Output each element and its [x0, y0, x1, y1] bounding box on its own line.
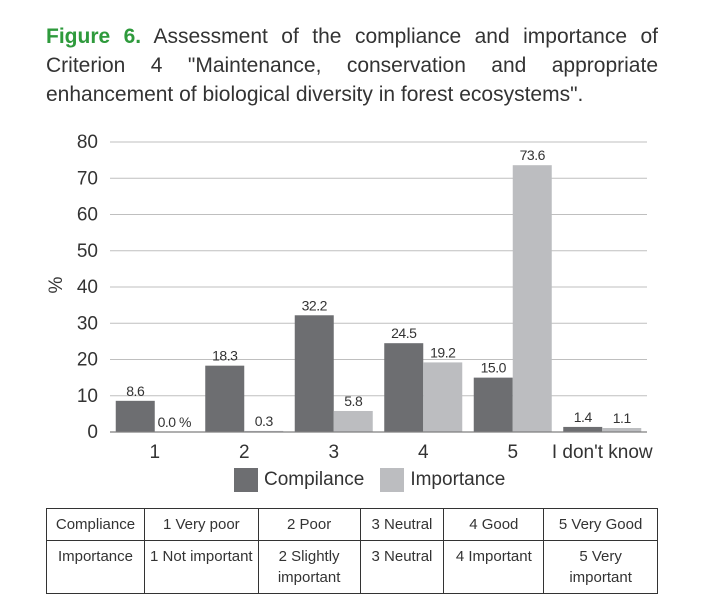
data-label: 0.0 %	[158, 414, 191, 430]
table-cell: Compliance	[46, 508, 145, 541]
figure-label: Figure 6.	[46, 25, 142, 48]
table-cell: 3 Neutral	[359, 540, 445, 594]
data-label: 1.4	[574, 409, 593, 425]
bar-compliance	[205, 365, 245, 432]
y-axis-label: %	[46, 276, 67, 293]
data-label: 0.3	[255, 413, 274, 429]
legend-item-importance: Importance	[380, 468, 505, 492]
data-label: 15.0	[481, 360, 507, 376]
table-cell: 5 Very Good	[543, 508, 658, 541]
bar-importance	[423, 362, 463, 432]
rating-scale-table: Compliance 1 Very poor 2 Poor 3 Neutral …	[46, 508, 658, 594]
y-tick-label: 80	[77, 132, 98, 153]
bar-chart: 0 10 20 30 40 50 60 70 80% 8.6 0.0 % 1 18.3 0.3 2 32.2 5…	[46, 132, 653, 463]
x-tick-label: 3	[328, 442, 339, 463]
y-tick-label: 60	[77, 205, 98, 226]
legend-item-compliance: Compilance	[234, 468, 364, 492]
bar-compliance	[473, 377, 513, 432]
table-cell: 1 Very poor	[143, 508, 259, 541]
y-tick-label: 30	[77, 313, 98, 334]
y-tick-label: 20	[77, 350, 98, 371]
table-cell: 2 Slightly important	[257, 540, 361, 594]
bar-importance	[512, 165, 552, 432]
table-cell: 4 Important	[443, 540, 545, 594]
bar-compliance	[294, 315, 334, 432]
table-row-importance: Importance 1 Not important 2 Slightly im…	[46, 540, 658, 594]
data-label: 8.6	[126, 383, 145, 399]
data-label: 19.2	[430, 344, 456, 360]
figure-caption-text: Assessment of the compliance and importa…	[46, 25, 658, 106]
bar-importance	[602, 428, 642, 432]
chart-legend: Compilance Importance	[234, 468, 521, 492]
table-cell: 1 Not important	[143, 540, 259, 594]
bar-compliance	[115, 400, 155, 432]
x-tick-label: 1	[149, 442, 160, 463]
y-tick-label: 40	[77, 277, 98, 298]
data-label: 5.8	[344, 393, 363, 409]
y-tick-label: 70	[77, 168, 98, 189]
legend-swatch-importance	[380, 468, 405, 492]
legend-swatch-compliance	[234, 468, 258, 492]
data-label: 18.3	[212, 348, 238, 364]
x-tick-label: 4	[418, 442, 429, 463]
table-cell: 4 Good	[443, 508, 545, 541]
x-tick-label: I don't know	[552, 442, 653, 463]
bar-compliance	[563, 426, 603, 432]
x-tick-label: 5	[507, 442, 518, 463]
table-cell: Importance	[46, 540, 145, 594]
data-label: 24.5	[391, 325, 417, 341]
bar-importance	[333, 410, 373, 432]
legend-label-importance: Importance	[410, 469, 506, 490]
table-cell: 5 Very important	[543, 540, 658, 594]
x-tick-label: 2	[239, 442, 250, 463]
data-label: 32.2	[302, 297, 328, 313]
bar-compliance	[384, 343, 424, 432]
data-label: 73.6	[520, 147, 546, 163]
y-tick-label: 50	[77, 241, 98, 262]
table-row-compliance: Compliance 1 Very poor 2 Poor 3 Neutral …	[46, 508, 658, 541]
legend-label-compliance: Compilance	[264, 469, 365, 490]
data-label: 1.1	[613, 410, 632, 426]
y-tick-label: 10	[77, 386, 98, 407]
table-cell: 3 Neutral	[359, 508, 445, 541]
table-cell: 2 Poor	[257, 508, 361, 541]
y-tick-label: 0	[87, 422, 98, 443]
figure-caption: Figure 6. Assessment of the compliance a…	[46, 22, 658, 109]
